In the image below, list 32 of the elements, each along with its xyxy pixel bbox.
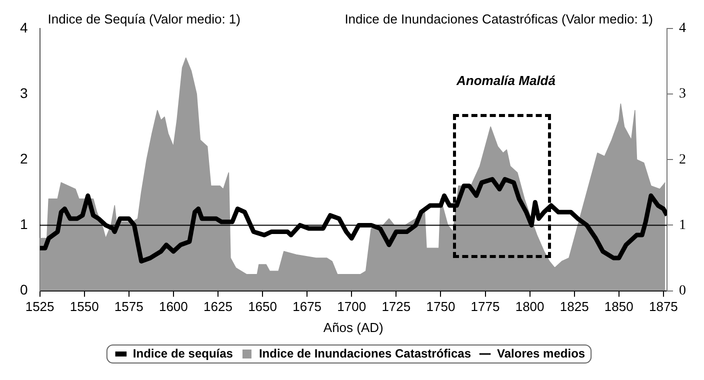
x-tick-label: 1800 — [515, 299, 544, 314]
x-tick-label: 1550 — [70, 299, 99, 314]
y-axis-title: Indice de Sequía (Valor medio: 1) — [48, 11, 240, 26]
x-tick-label: 1700 — [337, 299, 366, 314]
x-tick-label: 1625 — [204, 299, 232, 314]
x-tick-label: 1825 — [560, 299, 589, 314]
x-tick-label: 1850 — [604, 299, 634, 314]
legend-label: Indice de Inundaciones Catastróficas — [258, 346, 472, 360]
x-tick-label: 1525 — [25, 299, 54, 314]
y2-tick-label: 1 — [679, 218, 686, 233]
y-tick-label: 3 — [20, 84, 28, 101]
x-tick-label: 1600 — [158, 299, 188, 314]
y-tick-label: 4 — [20, 19, 28, 36]
y2-tick-label: 4 — [679, 21, 686, 36]
y2-tick-label: 0 — [679, 283, 686, 298]
y-tick-label: 0 — [20, 282, 28, 298]
annotation: Anomalía Maldá — [456, 73, 556, 88]
x-tick-label: 1650 — [248, 299, 277, 314]
y2-tick-label: 2 — [679, 152, 686, 168]
y2-tick-label: 3 — [679, 86, 686, 102]
legend-label: Valores medios — [497, 346, 586, 360]
x-tick-label: 1750 — [426, 299, 456, 314]
y-tick-label: 2 — [20, 150, 28, 166]
x-tick-label: 1675 — [292, 299, 322, 314]
y-tick-label: 1 — [20, 216, 28, 232]
x-tick-label: 1725 — [382, 299, 411, 314]
y2-axis-title: Indice de Inundaciones Catastróficas (Valor medio: 1) — [344, 11, 653, 26]
x-axis-title: Años (AD) — [323, 320, 384, 335]
legend-label: Indice de sequías — [132, 346, 234, 360]
x-tick-label: 1775 — [470, 299, 500, 314]
x-tick-label: 1575 — [114, 299, 144, 314]
x-tick-label: 1875 — [648, 299, 678, 314]
